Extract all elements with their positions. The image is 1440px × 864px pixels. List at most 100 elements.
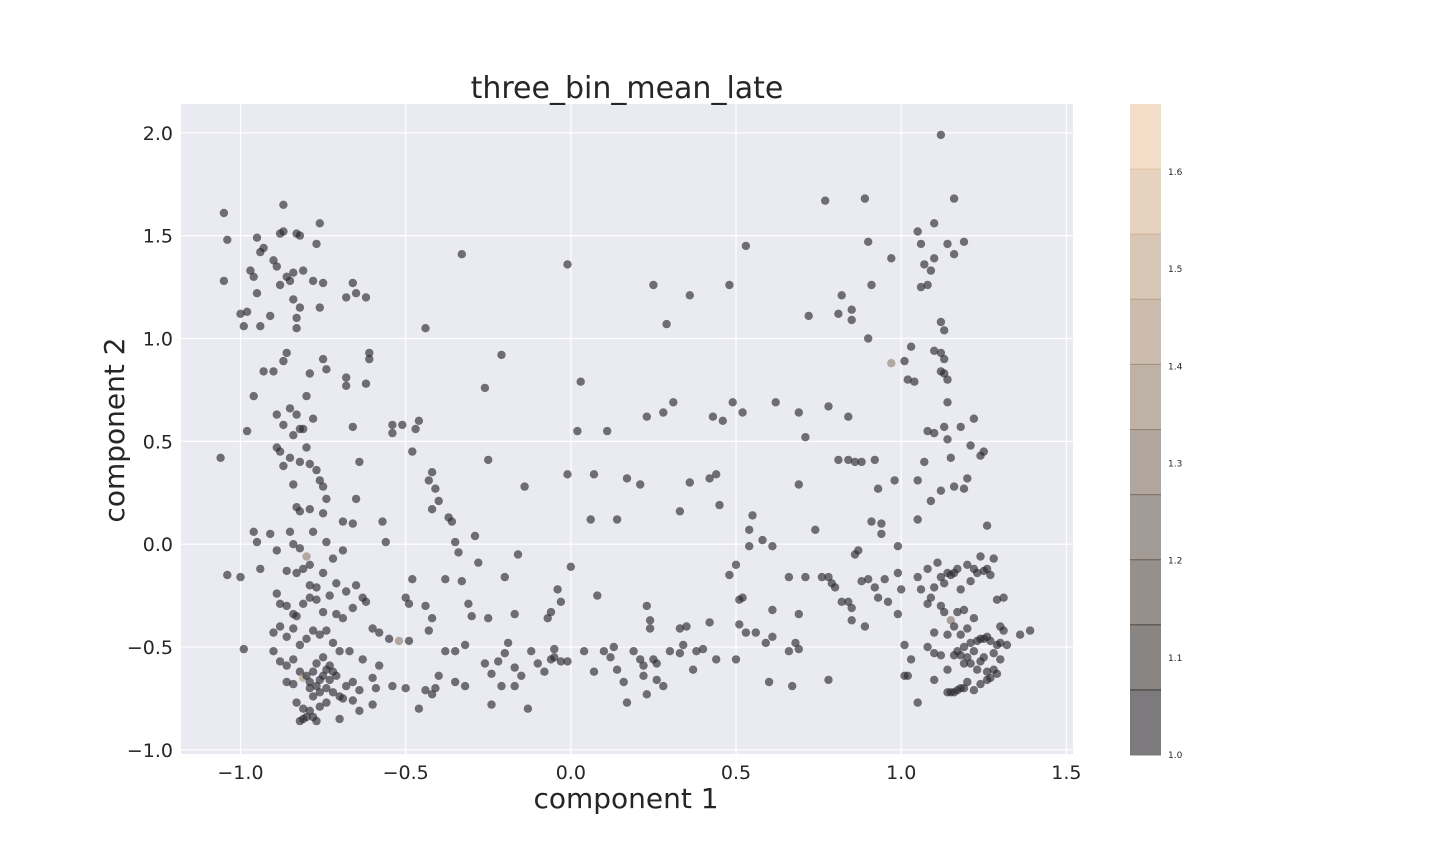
scatter-point (949, 250, 959, 259)
scatter-point (236, 572, 245, 582)
scatter-point (913, 572, 922, 582)
scatter-point (338, 517, 348, 526)
scatter-point (269, 647, 278, 656)
scatter-point (355, 706, 364, 715)
scatter-point (457, 250, 466, 259)
scatter-point (520, 482, 529, 491)
scatter-point (728, 398, 737, 407)
scatter-point (897, 585, 906, 594)
scatter-point (758, 535, 767, 545)
scatter-point (599, 647, 609, 656)
scatter-point (315, 303, 324, 312)
scatter-point (431, 684, 440, 693)
scatter-point (982, 667, 992, 676)
scatter-point (870, 455, 879, 465)
scatter-point (940, 422, 949, 432)
colorbar-tick-label: 1.1 (1168, 654, 1182, 664)
scatter-point (936, 367, 946, 376)
scatter-point (312, 659, 321, 668)
colorbar-band (1130, 559, 1161, 626)
scatter-point (318, 568, 328, 578)
scatter-point (675, 507, 685, 516)
scatter-point (556, 597, 566, 606)
scatter-point (279, 461, 288, 471)
scatter-point (378, 517, 387, 526)
scatter-point (249, 527, 258, 536)
scatter-point (401, 684, 410, 693)
scatter-point (312, 716, 321, 726)
scatter-point (242, 307, 252, 316)
scatter-point (289, 295, 298, 304)
scatter-point (969, 686, 979, 695)
scatter-point (302, 391, 311, 401)
scatter-point (745, 525, 754, 534)
scatter-point (447, 517, 457, 526)
scatter-point (824, 402, 833, 411)
scatter-point (847, 305, 856, 314)
scatter-point (500, 649, 509, 658)
scatter-point (903, 375, 912, 384)
scatter-point (269, 367, 278, 376)
scatter-point (517, 671, 526, 680)
scatter-point (864, 334, 873, 343)
scatter-point (282, 632, 291, 641)
scatter-point (976, 552, 985, 561)
scatter-point (959, 642, 969, 652)
scatter-point (431, 484, 440, 493)
scatter-point (414, 704, 424, 713)
scatter-point (837, 597, 846, 606)
data-points (216, 130, 1035, 726)
scatter-point (404, 599, 414, 608)
scatter-point (982, 521, 992, 530)
scatter-point (593, 591, 602, 600)
scatter-point (451, 677, 460, 687)
scatter-point (847, 315, 856, 325)
scatter-point (332, 609, 341, 619)
scatter-point (622, 474, 632, 483)
scatter-point (342, 373, 351, 382)
scatter-point (269, 628, 278, 637)
scatter-point (936, 572, 946, 582)
scatter-point (351, 494, 361, 504)
scatter-point (279, 200, 288, 209)
scatter-point (322, 626, 331, 635)
scatter-point (355, 686, 364, 695)
scatter-point (484, 455, 493, 465)
scatter-point (913, 515, 922, 524)
scatter-point (963, 560, 972, 569)
scatter-point (408, 447, 417, 456)
scatter-point (900, 640, 909, 650)
scatter-point (275, 599, 285, 608)
scatter-point (513, 550, 523, 559)
scatter-point (943, 665, 952, 674)
scatter-point (299, 714, 308, 724)
scatter-point (342, 587, 351, 596)
scatter-point (784, 647, 794, 656)
scatter-point (1015, 630, 1025, 639)
scatter-point (315, 688, 324, 697)
scatter-point (318, 482, 328, 491)
scatter-point (342, 293, 351, 302)
scatter-point (500, 572, 509, 582)
scatter-point (999, 626, 1008, 635)
scatter-point (398, 420, 407, 430)
scatter-point (348, 278, 357, 288)
scatter-point (844, 412, 853, 421)
scatter-point (421, 686, 430, 695)
scatter-point (295, 544, 305, 553)
scatter-point (338, 546, 348, 555)
scatter-point (487, 669, 496, 678)
scatter-point (936, 601, 946, 611)
scatter-point (305, 593, 314, 602)
colorbar-tick-label: 1.6 (1168, 168, 1183, 178)
scatter-point (817, 572, 827, 582)
scatter-point (348, 519, 357, 528)
scatter-point (421, 324, 430, 333)
scatter-point (844, 597, 853, 606)
scatter-point (289, 540, 298, 549)
scatter-point (642, 690, 651, 699)
scatter-point (365, 348, 374, 358)
x-tick-label: 1.5 (1051, 762, 1081, 784)
scatter-point (652, 675, 661, 685)
